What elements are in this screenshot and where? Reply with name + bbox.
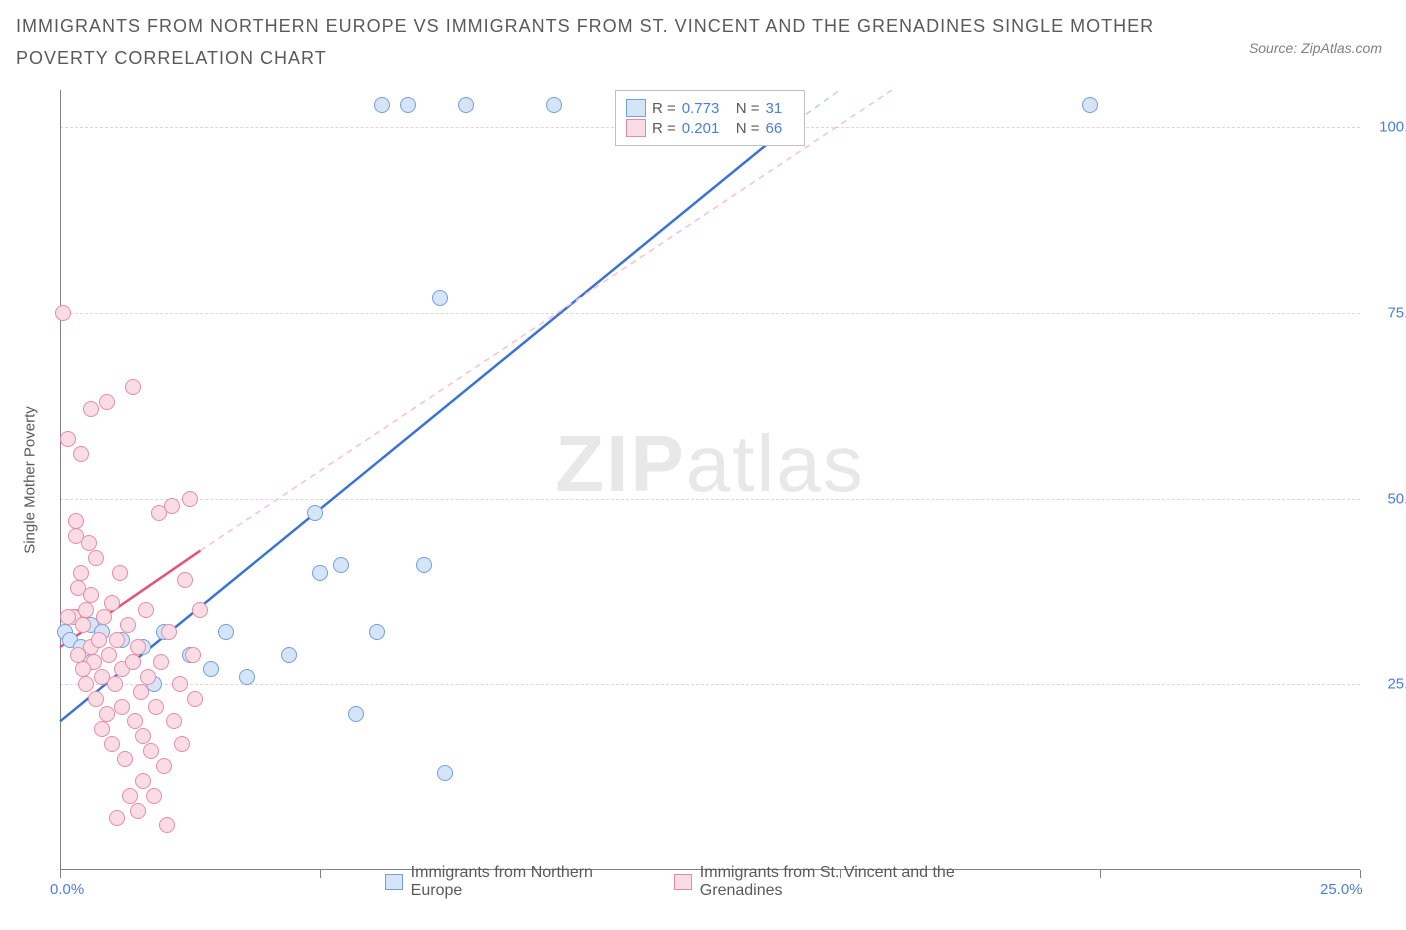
scatter-point [458, 97, 474, 113]
scatter-point [140, 669, 156, 685]
scatter-point [73, 446, 89, 462]
scatter-point [400, 97, 416, 113]
scatter-point [94, 721, 110, 737]
scatter-point [88, 550, 104, 566]
scatter-point [161, 624, 177, 640]
watermark: ZIPatlas [555, 418, 864, 510]
scatter-point [281, 647, 297, 663]
scatter-point [135, 773, 151, 789]
series-legend: Immigrants from Northern Europe Immigran… [385, 864, 1035, 900]
scatter-point [99, 394, 115, 410]
scatter-point [143, 743, 159, 759]
scatter-point [75, 617, 91, 633]
scatter-point [78, 676, 94, 692]
scatter-point [60, 609, 76, 625]
scatter-point [127, 713, 143, 729]
scatter-point [81, 535, 97, 551]
scatter-point [135, 728, 151, 744]
scatter-point [148, 699, 164, 715]
scatter-point [164, 498, 180, 514]
scatter-point [68, 513, 84, 529]
scatter-point [203, 661, 219, 677]
legend-swatch-icon [674, 874, 692, 890]
scatter-point [96, 609, 112, 625]
scatter-point [187, 691, 203, 707]
scatter-point [125, 654, 141, 670]
legend-item-northern-europe: Immigrants from Northern Europe [385, 864, 644, 900]
scatter-point [130, 639, 146, 655]
scatter-point [107, 676, 123, 692]
scatter-point [185, 647, 201, 663]
scatter-point [416, 557, 432, 573]
scatter-point [130, 803, 146, 819]
scatter-point [75, 661, 91, 677]
scatter-point [432, 290, 448, 306]
scatter-point [182, 491, 198, 507]
scatter-point [117, 751, 133, 767]
scatter-point [138, 602, 154, 618]
scatter-point [60, 431, 76, 447]
legend-swatch-icon [385, 874, 403, 890]
scatter-point [1082, 97, 1098, 113]
legend-label: Immigrants from Northern Europe [411, 864, 644, 900]
legend-item-st-vincent: Immigrants from St. Vincent and the Gren… [674, 864, 1035, 900]
scatter-point [55, 305, 71, 321]
scatter-point [192, 602, 208, 618]
scatter-point [125, 379, 141, 395]
scatter-point [88, 691, 104, 707]
scatter-point [172, 676, 188, 692]
scatter-point [109, 810, 125, 826]
scatter-point [99, 706, 115, 722]
scatter-point [104, 736, 120, 752]
legend-label: Immigrants from St. Vincent and the Gren… [700, 864, 1035, 900]
scatter-point [177, 572, 193, 588]
source-attribution: Source: ZipAtlas.com [1249, 40, 1382, 56]
scatter-point [156, 758, 172, 774]
y-axis-label: Single Mother Poverty [22, 406, 39, 554]
scatter-point [153, 654, 169, 670]
scatter-point [78, 602, 94, 618]
scatter-point [333, 557, 349, 573]
scatter-point [83, 587, 99, 603]
scatter-point [166, 713, 182, 729]
scatter-point [120, 617, 136, 633]
regression-lines [60, 90, 1360, 870]
scatter-point [239, 669, 255, 685]
scatter-point [146, 788, 162, 804]
chart-title: IMMIGRANTS FROM NORTHERN EUROPE VS IMMIG… [16, 10, 1206, 75]
scatter-point [91, 632, 107, 648]
scatter-point [348, 706, 364, 722]
scatter-point [109, 632, 125, 648]
scatter-point [159, 817, 175, 833]
scatter-point [312, 565, 328, 581]
scatter-point [83, 401, 99, 417]
chart-area: ZIPatlas Single Mother Poverty 25.0%50.0… [60, 90, 1360, 870]
scatter-point [174, 736, 190, 752]
scatter-point [133, 684, 149, 700]
scatter-point [374, 97, 390, 113]
scatter-point [73, 565, 89, 581]
correlation-legend: R =0.773N =31R =0.201N =66 [615, 90, 805, 146]
scatter-point [122, 788, 138, 804]
y-axis-line [60, 90, 61, 870]
scatter-point [104, 595, 120, 611]
scatter-point [112, 565, 128, 581]
scatter-point [437, 765, 453, 781]
scatter-point [369, 624, 385, 640]
scatter-point [546, 97, 562, 113]
scatter-point [101, 647, 117, 663]
scatter-point [218, 624, 234, 640]
scatter-point [307, 505, 323, 521]
scatter-point [70, 647, 86, 663]
scatter-point [114, 699, 130, 715]
